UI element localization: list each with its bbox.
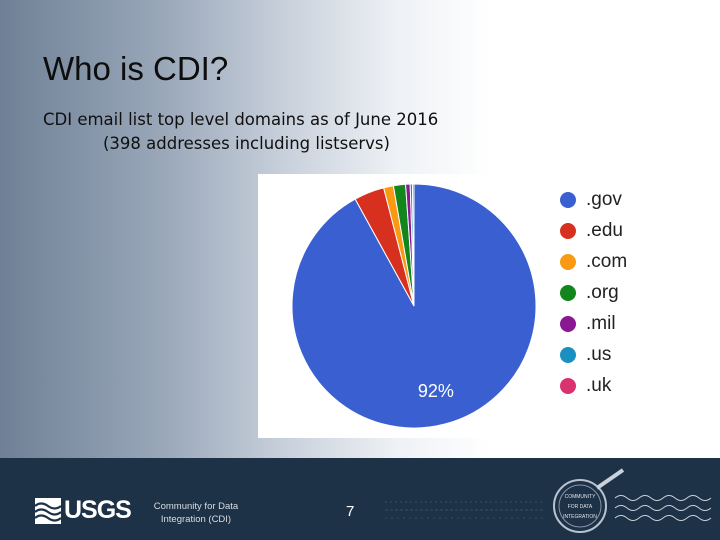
legend-label: .uk: [586, 374, 612, 396]
chart-legend: .gov .edu .com .org .mil .us .uk: [560, 184, 627, 401]
legend-swatch: [560, 222, 576, 239]
usgs-logo: USGS: [35, 496, 132, 525]
legend-item-gov: .gov: [560, 184, 627, 215]
legend-label: .mil: [586, 312, 616, 334]
legend-swatch: [560, 377, 576, 394]
legend-label: .gov: [586, 188, 622, 210]
cdi-footer-line-1: Community for Data: [153, 501, 239, 512]
pie-slice-uk: [411, 183, 415, 307]
legend-item-us: .us: [560, 339, 627, 370]
svg-text:INTEGRATION: INTEGRATION: [563, 514, 597, 520]
legend-item-mil: .mil: [560, 308, 627, 339]
svg-text:COMMUNITY: COMMUNITY: [565, 494, 596, 500]
slide-title: Who is CDI?: [43, 50, 229, 87]
legend-label: .us: [586, 343, 612, 365]
legend-swatch: [560, 346, 576, 363]
legend-item-org: .org: [560, 277, 627, 308]
cdi-footer-line-2: Integration (CDI): [160, 514, 232, 525]
decorative-lines: [385, 501, 545, 519]
legend-label: .org: [586, 281, 619, 303]
usgs-wave-icon: [35, 497, 61, 524]
page-number: 7: [346, 503, 355, 520]
svg-text:FOR DATA: FOR DATA: [568, 504, 593, 510]
legend-label: .com: [586, 250, 628, 272]
legend-swatch: [560, 191, 576, 208]
legend-item-com: .com: [560, 246, 627, 277]
legend-label: .edu: [586, 219, 623, 241]
pie-chart-svg: 92%: [291, 183, 537, 429]
cdi-seal-logo: COMMUNITY FOR DATA INTEGRATION: [553, 468, 712, 533]
subtitle-line-1: CDI email list top level domains as of J…: [43, 110, 439, 129]
legend-swatch: [560, 253, 576, 270]
legend-swatch: [560, 315, 576, 332]
cdi-footer-text: Community for Data Integration (CDI): [142, 500, 250, 526]
legend-item-uk: .uk: [560, 370, 627, 401]
legend-item-edu: .edu: [560, 215, 627, 246]
subtitle-line-2: (398 addresses including listservs): [103, 134, 390, 153]
pie-data-label: 92%: [418, 381, 454, 401]
slide-subtitle: CDI email list top level domains as of J…: [43, 108, 443, 156]
legend-swatch: [560, 284, 576, 301]
pie-chart: 92%: [258, 174, 650, 438]
usgs-logo-text: USGS: [64, 496, 132, 524]
